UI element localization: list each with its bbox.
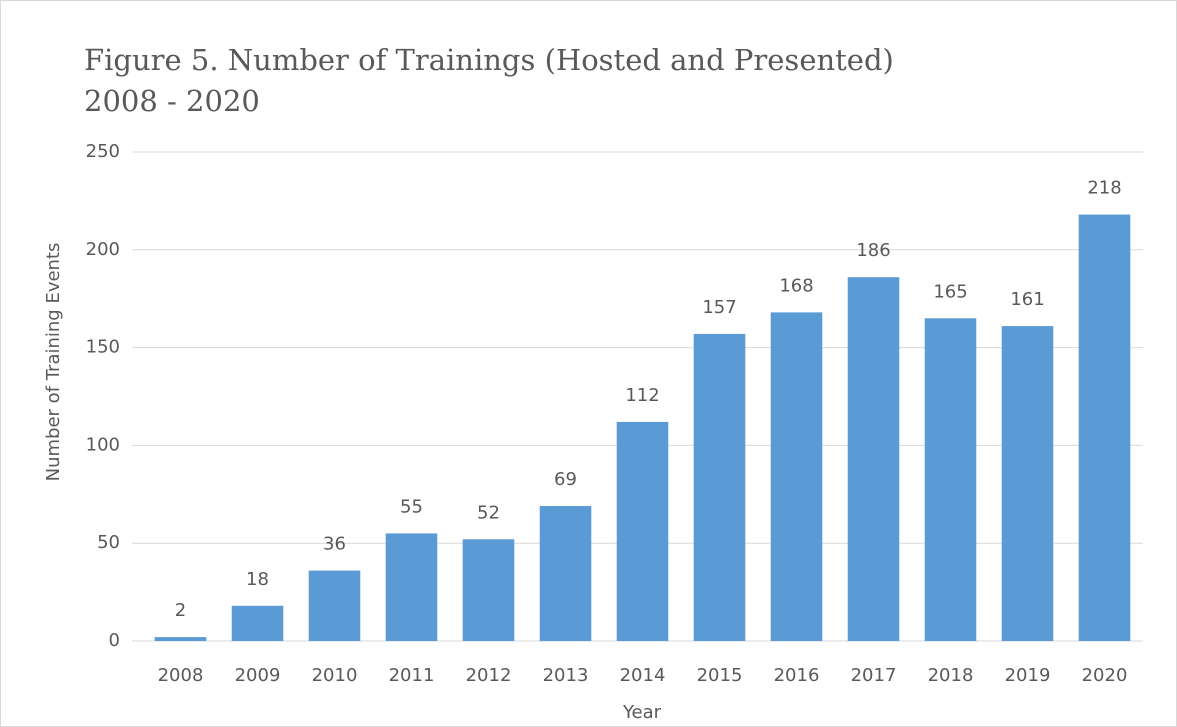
bar: [1078, 214, 1131, 642]
x-tick-label: 2010: [312, 665, 358, 686]
data-label: 186: [856, 240, 890, 261]
x-tick-label: 2016: [774, 665, 820, 686]
bar: [924, 318, 977, 641]
x-tick-label: 2020: [1082, 665, 1128, 686]
x-tick-label: 2009: [235, 665, 281, 686]
x-tick-label: 2018: [928, 665, 974, 686]
y-axis-title: Number of Training Events: [43, 243, 64, 482]
data-label: 36: [323, 534, 346, 555]
y-tick-label: 250: [86, 141, 120, 162]
x-tick-label: 2008: [158, 665, 204, 686]
data-label: 55: [400, 496, 423, 517]
data-label: 112: [625, 385, 659, 406]
bar: [693, 333, 746, 641]
bar: [231, 605, 284, 641]
y-tick-label: 100: [86, 434, 120, 455]
bar: [847, 277, 900, 641]
y-tick-label: 200: [86, 239, 120, 260]
chart-title: Figure 5. Number of Trainings (Hosted an…: [84, 43, 894, 77]
x-tick-label: 2013: [543, 665, 589, 686]
bar: [616, 421, 669, 641]
chart-subtitle: 2008 - 2020: [84, 84, 260, 118]
data-label: 161: [1010, 289, 1044, 310]
bar: [308, 570, 361, 641]
x-tick-label: 2015: [697, 665, 743, 686]
x-tick-label: 2011: [389, 665, 435, 686]
data-label: 218: [1087, 178, 1121, 199]
bar: [385, 533, 438, 641]
x-axis-title: Year: [622, 702, 662, 723]
y-tick-label: 0: [109, 630, 120, 651]
bar: [154, 637, 207, 641]
bar: [770, 312, 823, 641]
data-label: 168: [779, 275, 813, 296]
x-tick-label: 2014: [620, 665, 666, 686]
bar: [539, 506, 592, 641]
x-tick-label: 2017: [851, 665, 897, 686]
data-label: 2: [175, 600, 186, 621]
data-label: 52: [477, 502, 500, 523]
y-tick-label: 150: [86, 337, 120, 358]
bar: [462, 539, 515, 641]
data-label: 69: [554, 469, 577, 490]
data-label: 165: [933, 281, 967, 302]
x-tick-label: 2012: [466, 665, 512, 686]
x-tick-label: 2019: [1005, 665, 1051, 686]
data-label: 157: [702, 297, 736, 318]
bar: [1001, 326, 1054, 641]
data-label: 18: [246, 569, 269, 590]
y-tick-label: 50: [97, 532, 120, 553]
